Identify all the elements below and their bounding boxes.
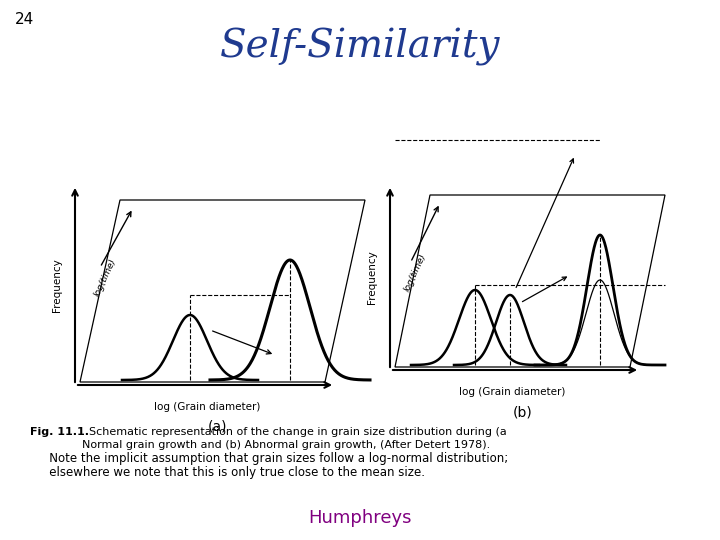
Text: 24: 24 (15, 12, 35, 27)
Text: (b): (b) (513, 405, 532, 419)
Text: Self-Similarity: Self-Similarity (220, 28, 500, 66)
Text: Fig. 11.1.: Fig. 11.1. (30, 427, 89, 437)
Text: log (Grain diameter): log (Grain diameter) (154, 402, 261, 412)
Text: log(time): log(time) (402, 252, 428, 293)
Text: log(time): log(time) (92, 257, 118, 298)
Text: Humphreys: Humphreys (308, 509, 412, 527)
Text: Normal grain growth and (b) Abnormal grain growth, (After Detert 1978).: Normal grain growth and (b) Abnormal gra… (82, 440, 490, 450)
Text: (a): (a) (208, 420, 228, 434)
Text: Note the implicit assumption that grain sizes follow a log-normal distribution;: Note the implicit assumption that grain … (38, 452, 508, 465)
Text: elsewhere we note that this is only true close to the mean size.: elsewhere we note that this is only true… (38, 466, 425, 479)
Text: Schematic representation of the change in grain size distribution during (a: Schematic representation of the change i… (82, 427, 507, 437)
Text: log (Grain diameter): log (Grain diameter) (459, 387, 566, 397)
Text: Frequency: Frequency (52, 258, 62, 312)
Text: Frequency: Frequency (367, 251, 377, 305)
